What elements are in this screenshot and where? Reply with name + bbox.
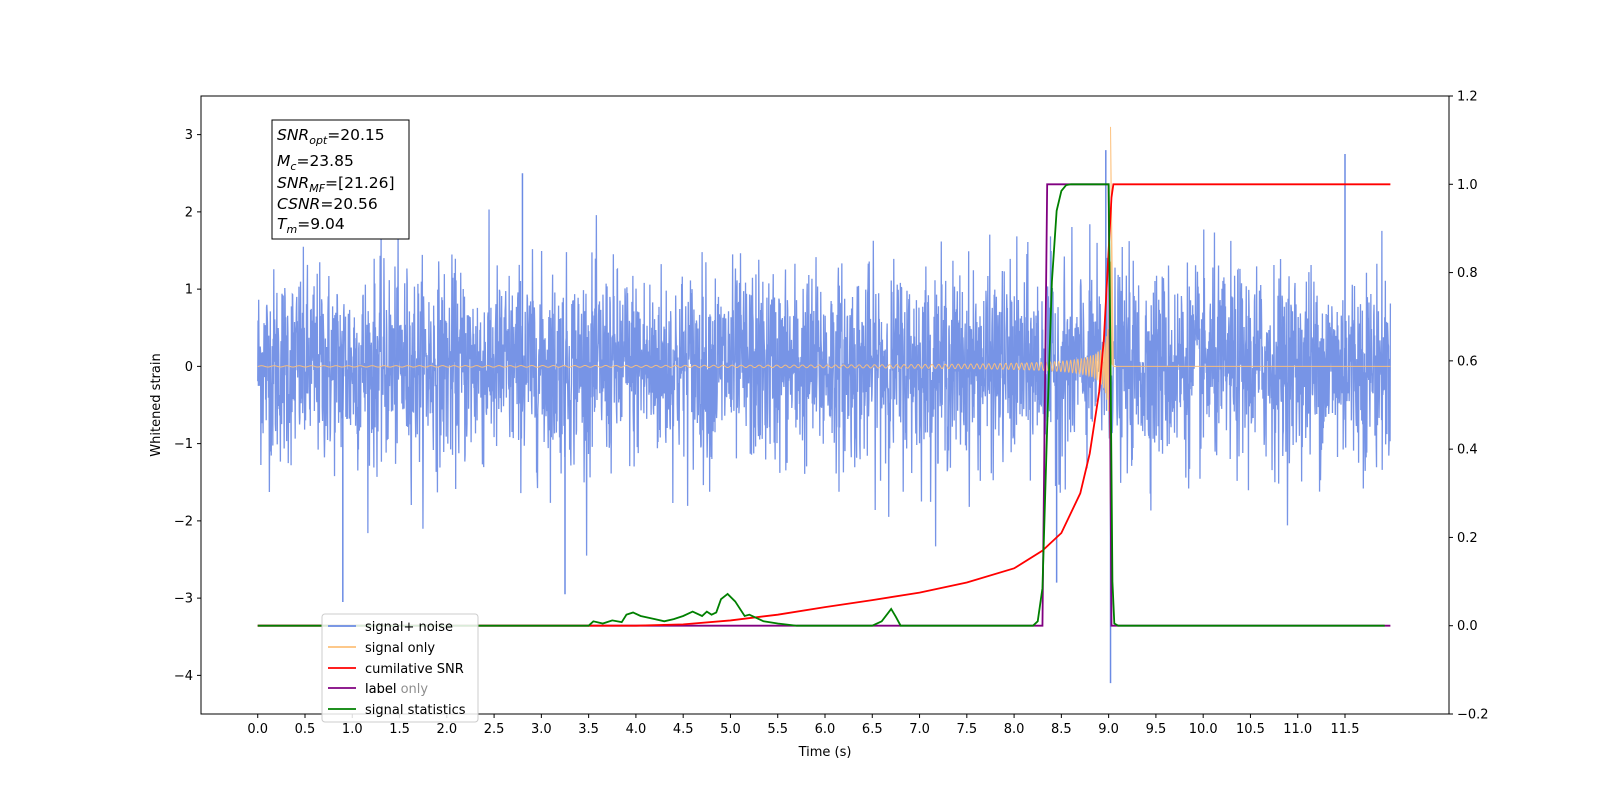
x-tick-label: 9.5 <box>1146 722 1167 737</box>
x-tick-label: 11.0 <box>1283 722 1312 737</box>
legend-label-cumulative-snr: cumilative SNR <box>365 662 464 677</box>
signal-layer <box>257 126 1391 504</box>
legend-label-signal-noise: signal+ noise <box>365 620 453 635</box>
y-tick-label: 2 <box>185 205 193 220</box>
x-tick-label: 10.0 <box>1189 722 1218 737</box>
y2-tick-label: 1.0 <box>1457 178 1478 193</box>
x-tick-label: 10.5 <box>1236 722 1265 737</box>
x-tick-label: 3.0 <box>531 722 552 737</box>
legend-label-signal-statistics: signal statistics <box>365 703 466 718</box>
x-tick-label: 9.0 <box>1098 722 1119 737</box>
x-tick-label: 4.0 <box>626 722 647 737</box>
series-line-signal-statistics <box>257 183 1385 627</box>
y2-tick-label: 0.0 <box>1457 619 1478 634</box>
x-tick-label: 8.5 <box>1051 722 1072 737</box>
x-tick-label: 1.0 <box>342 722 363 737</box>
y2-tick-label: 0.8 <box>1457 266 1478 281</box>
series-line-signal-noise <box>257 209 1392 556</box>
y2-tick-label: 0.4 <box>1457 443 1478 458</box>
x-axis-title: Time (s) <box>798 745 852 760</box>
x-tick-label: 8.0 <box>1004 722 1025 737</box>
x-tick-label: 6.5 <box>862 722 883 737</box>
y-tick-label: −1 <box>174 437 193 452</box>
annotation-box: SNRopt=20.15 Mc=23.85 SNRMF=[21.26] CSNR… <box>271 119 410 240</box>
x-tick-label: 7.0 <box>909 722 930 737</box>
legend-label-signal-only: signal only <box>365 641 435 656</box>
y-tick-label: 3 <box>185 128 193 143</box>
y-axis-title: Whitened strain <box>149 353 164 456</box>
x-tick-label: 5.0 <box>720 722 741 737</box>
y2-tick-label: −0.2 <box>1457 708 1489 723</box>
y-tick-label: −2 <box>174 514 193 529</box>
annotation-mc: Mc=23.85 <box>277 152 354 173</box>
legend: signal+ noise signal only cumilative SNR… <box>321 613 479 723</box>
y-tick-label: 1 <box>185 283 193 298</box>
y2-tick-label: 1.2 <box>1457 90 1478 105</box>
x-tick-label: 6.0 <box>815 722 836 737</box>
x-tick-label: 0.0 <box>247 722 268 737</box>
annotation-csnr: CSNR=20.56 <box>277 195 378 213</box>
y2-tick-label: 0.2 <box>1457 531 1478 546</box>
x-tick-label: 7.5 <box>956 722 977 737</box>
noise-layer <box>257 150 1392 684</box>
annotation-snr-mf: SNRMF=[21.26] <box>277 174 395 195</box>
axes-layer: 0.0 0.5 1.0 1.5 2.0 2.5 3.0 3.5 4.0 4.5 5.0 5.5 6.0 6… <box>174 90 1489 738</box>
y-tick-label: −3 <box>174 592 193 607</box>
x-tick-label: 3.5 <box>578 722 599 737</box>
annotation-tm: Tm=9.04 <box>277 215 345 236</box>
x-tick-label: 4.5 <box>673 722 694 737</box>
x-tick-label: 0.5 <box>295 722 316 737</box>
annotation-snr-opt: SNRopt=20.15 <box>277 126 385 147</box>
y-tick-label: 0 <box>185 360 193 375</box>
legend-label-label: label <box>365 682 396 697</box>
y-tick-label: −4 <box>174 669 193 684</box>
x-tick-label: 2.5 <box>484 722 505 737</box>
x-tick-label: 2.0 <box>436 722 457 737</box>
y2-tick-label: 0.6 <box>1457 354 1478 369</box>
right-axis-series-layer <box>257 183 1391 627</box>
legend-label-label-only-hidden: label only <box>365 682 428 697</box>
x-tick-label: 5.5 <box>767 722 788 737</box>
x-tick-label: 1.5 <box>389 722 410 737</box>
series-line-signal-only <box>257 126 1391 504</box>
series-line-cumulative-snr <box>257 183 1391 627</box>
x-tick-label: 11.5 <box>1331 722 1360 737</box>
